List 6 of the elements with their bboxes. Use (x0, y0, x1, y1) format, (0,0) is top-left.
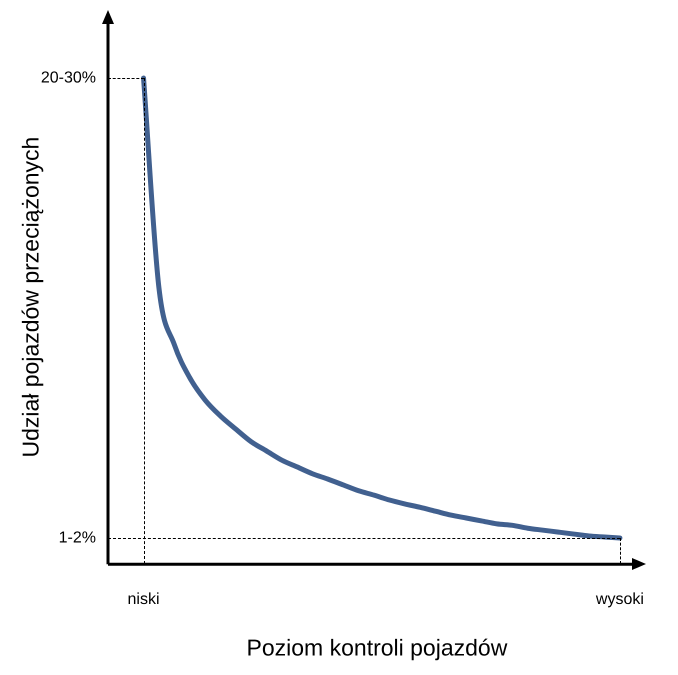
x-tick-label: wysoki (594, 591, 644, 608)
y-axis-title: Udział pojazdów przeciążonych (17, 136, 44, 458)
x-tick-label: niski (128, 591, 160, 608)
x-axis-title: Poziom kontroli pojazdów (246, 634, 508, 661)
text: 20-30% (40, 69, 96, 86)
text: 1-2% (58, 529, 96, 546)
